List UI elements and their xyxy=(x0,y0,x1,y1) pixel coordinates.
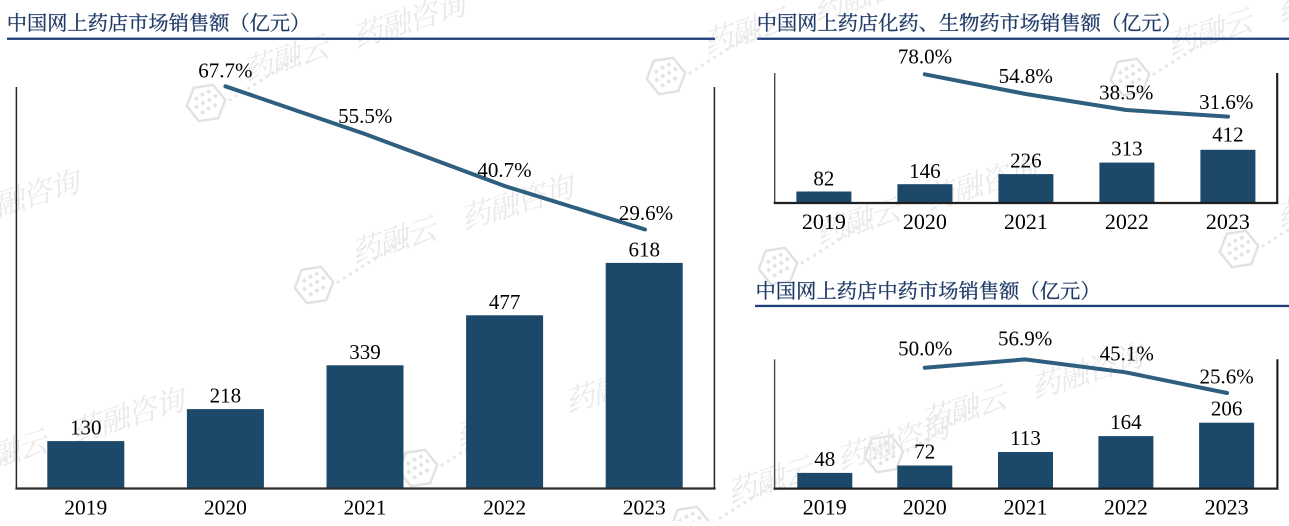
svg-text:25.6%: 25.6% xyxy=(1199,364,1253,388)
svg-text:130: 130 xyxy=(70,416,102,440)
svg-text:72: 72 xyxy=(914,440,935,464)
svg-text:2019: 2019 xyxy=(802,209,846,234)
svg-text:2021: 2021 xyxy=(1004,494,1048,519)
svg-text:2021: 2021 xyxy=(344,496,387,520)
svg-text:38.5%: 38.5% xyxy=(1099,81,1153,105)
svg-text:477: 477 xyxy=(489,290,521,314)
svg-text:339: 339 xyxy=(349,340,381,364)
svg-text:2020: 2020 xyxy=(204,496,247,520)
svg-text:78.0%: 78.0% xyxy=(898,45,952,69)
svg-text:45.1%: 45.1% xyxy=(1100,342,1154,366)
svg-text:218: 218 xyxy=(210,384,242,408)
svg-text:2021: 2021 xyxy=(1004,209,1048,234)
svg-text:29.6%: 29.6% xyxy=(619,201,673,225)
svg-text:2020: 2020 xyxy=(903,494,947,519)
svg-text:67.7%: 67.7% xyxy=(198,59,252,83)
svg-text:2022: 2022 xyxy=(483,496,526,520)
svg-text:146: 146 xyxy=(909,159,941,183)
svg-text:2019: 2019 xyxy=(64,496,107,520)
svg-text:206: 206 xyxy=(1211,397,1243,421)
svg-text:82: 82 xyxy=(813,166,834,190)
svg-text:164: 164 xyxy=(1110,410,1142,434)
svg-text:412: 412 xyxy=(1212,123,1244,147)
svg-text:2022: 2022 xyxy=(1104,494,1148,519)
svg-text:2022: 2022 xyxy=(1105,209,1149,234)
svg-text:56.9%: 56.9% xyxy=(998,326,1052,350)
svg-text:113: 113 xyxy=(1010,426,1041,450)
svg-text:2023: 2023 xyxy=(1205,494,1249,519)
svg-text:2023: 2023 xyxy=(623,496,666,520)
svg-text:313: 313 xyxy=(1111,137,1143,161)
svg-text:2023: 2023 xyxy=(1206,209,1250,234)
svg-text:54.8%: 54.8% xyxy=(999,64,1053,88)
svg-text:48: 48 xyxy=(814,447,835,471)
svg-text:618: 618 xyxy=(628,237,660,261)
svg-text:31.6%: 31.6% xyxy=(1199,90,1253,114)
svg-text:226: 226 xyxy=(1010,148,1042,172)
svg-text:2020: 2020 xyxy=(903,209,947,234)
svg-text:2019: 2019 xyxy=(803,494,847,519)
svg-text:50.0%: 50.0% xyxy=(898,336,952,360)
svg-text:55.5%: 55.5% xyxy=(338,104,392,128)
svg-text:40.7%: 40.7% xyxy=(477,158,531,182)
